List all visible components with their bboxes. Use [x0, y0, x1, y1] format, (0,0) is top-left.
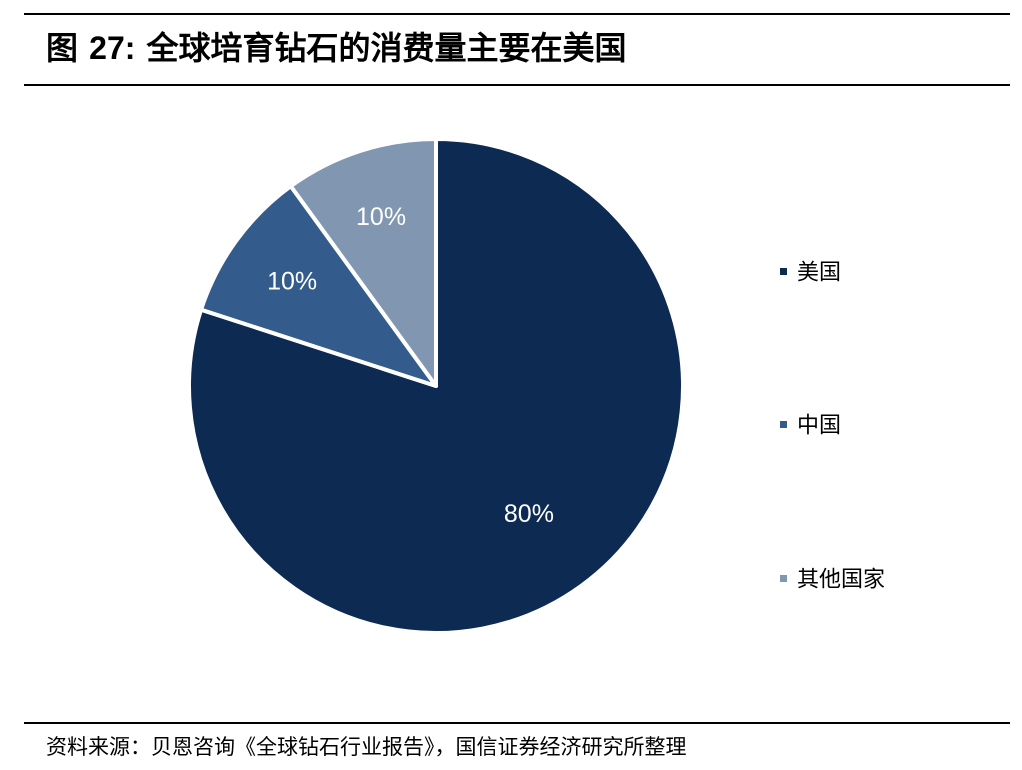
legend-swatch-china	[780, 421, 787, 428]
legend-swatch-usa	[780, 268, 787, 275]
pie-slice-china	[199, 184, 438, 388]
legend-item-usa: 美国	[780, 258, 841, 288]
legend-item-others: 其他国家	[780, 565, 885, 595]
legend-label-usa: 美国	[797, 260, 842, 286]
figure-title-text: 全球培育钻石的消费量主要在美国	[146, 29, 627, 67]
pie-label-others: 10%	[356, 203, 406, 231]
legend-label-others: 其他国家	[797, 567, 886, 593]
figure-label: 图	[46, 29, 79, 67]
pie-label-usa: 80%	[504, 500, 554, 528]
pie-slice-others	[288, 137, 438, 388]
title-rule	[24, 84, 1010, 86]
legend-swatch-others	[780, 575, 787, 582]
pie-slice-usa	[187, 137, 685, 635]
figure-number: 27:	[89, 30, 136, 66]
figure-title: 图 27: 全球培育钻石的消费量主要在美国	[46, 20, 627, 76]
top-rule	[24, 13, 1010, 15]
source-note: 资料来源：贝恩咨询《全球钻石行业报告》，国信证券经济研究所整理	[46, 735, 687, 759]
source-rule	[24, 722, 1010, 724]
legend-label-china: 中国	[797, 413, 842, 439]
legend-item-china: 中国	[780, 411, 841, 441]
pie-label-china: 10%	[267, 267, 317, 295]
